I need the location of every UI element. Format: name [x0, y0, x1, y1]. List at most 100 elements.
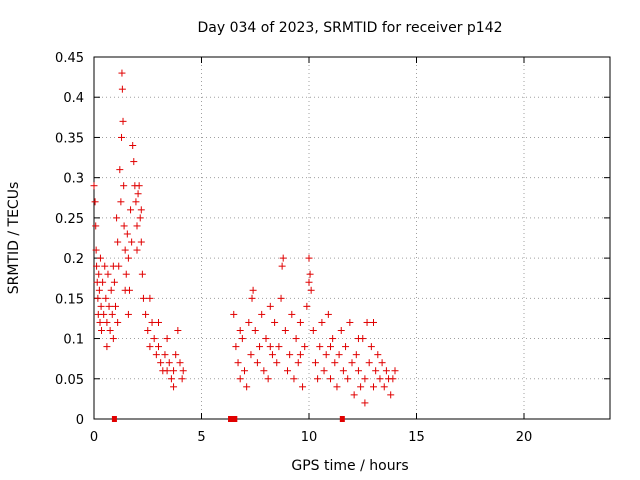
data-point — [258, 310, 266, 318]
data-point — [350, 391, 358, 399]
data-point — [96, 254, 104, 262]
data-point — [98, 327, 106, 335]
data-point — [292, 335, 300, 343]
data-point — [179, 367, 187, 375]
data-point — [121, 246, 129, 254]
data-point — [327, 343, 334, 351]
data-point — [230, 310, 238, 318]
data-point — [96, 318, 104, 326]
data-point — [119, 117, 127, 125]
data-point — [167, 375, 175, 383]
data-point — [344, 375, 352, 383]
y-tick-label: 0.45 — [55, 51, 84, 66]
data-point — [114, 318, 122, 326]
data-points — [90, 69, 399, 407]
data-point — [133, 222, 141, 230]
data-point — [329, 335, 337, 343]
data-point — [331, 359, 339, 367]
data-point — [361, 375, 369, 383]
data-point — [95, 270, 103, 278]
data-point — [176, 359, 184, 367]
data-point — [370, 318, 377, 326]
data-point — [146, 294, 154, 302]
data-point — [296, 351, 304, 359]
data-point — [93, 262, 101, 270]
data-point — [116, 166, 124, 174]
data-point — [387, 391, 395, 399]
data-point — [163, 335, 171, 343]
data-point — [286, 351, 294, 359]
data-point — [391, 367, 399, 375]
data-point — [354, 367, 362, 375]
data-point — [279, 254, 287, 262]
data-point — [236, 327, 244, 335]
data-point — [92, 222, 100, 230]
data-point — [91, 198, 99, 206]
data-point — [314, 375, 322, 383]
x-tick-label: 0 — [90, 430, 98, 445]
data-point — [234, 359, 242, 367]
data-point — [236, 375, 244, 383]
data-point — [129, 141, 137, 149]
data-point — [114, 238, 122, 246]
data-point — [118, 69, 126, 77]
data-point — [296, 318, 304, 326]
data-point — [94, 294, 102, 302]
data-point — [305, 254, 313, 262]
data-point — [346, 318, 354, 326]
data-point — [138, 270, 146, 278]
data-point — [109, 335, 117, 343]
data-point — [136, 214, 144, 222]
data-point — [376, 375, 384, 383]
axis-ticks: 0 5 10 15 20 0 0.05 0.1 0.15 0.2 0.25 0.3 0.35 0.4 0.4… — [55, 51, 610, 445]
data-point — [110, 278, 118, 286]
data-point — [307, 286, 315, 294]
y-tick-label: 0.15 — [55, 292, 84, 307]
data-point — [284, 367, 291, 375]
data-point — [120, 182, 128, 190]
data-point — [266, 343, 274, 351]
data-point — [251, 327, 259, 335]
data-point — [90, 182, 98, 190]
data-point — [238, 335, 246, 343]
data-point — [378, 359, 386, 367]
y-tick-label: 0.1 — [63, 333, 84, 348]
y-tick-label: 0.05 — [55, 373, 84, 388]
x-axis-label: GPS time / hours — [291, 458, 408, 474]
data-point — [389, 375, 397, 383]
axis-marker — [232, 416, 238, 422]
data-point — [133, 246, 141, 254]
data-point — [107, 286, 115, 294]
data-point — [301, 343, 309, 351]
data-point — [232, 343, 240, 351]
data-point — [271, 318, 279, 326]
data-point — [157, 359, 165, 367]
data-point — [294, 359, 302, 367]
y-tick-label: 0.25 — [55, 212, 84, 227]
data-point — [118, 133, 126, 141]
data-point — [303, 302, 311, 310]
data-point — [122, 270, 130, 278]
axis-markers — [111, 416, 345, 422]
data-point — [339, 367, 347, 375]
grid-lines — [94, 57, 610, 419]
data-point — [288, 310, 296, 318]
data-point — [256, 343, 264, 351]
data-point — [367, 343, 375, 351]
data-point — [112, 302, 119, 310]
data-point — [241, 367, 248, 375]
data-point — [324, 310, 332, 318]
data-point — [106, 327, 114, 335]
data-point — [155, 318, 162, 326]
data-point — [113, 214, 121, 222]
data-point — [150, 335, 158, 343]
data-point — [165, 359, 173, 367]
data-point — [262, 335, 270, 343]
y-axis-label: SRMTID / TECUs — [6, 182, 22, 295]
data-point — [146, 343, 154, 351]
data-point — [130, 158, 138, 166]
y-tick-label: 0.2 — [63, 252, 84, 267]
data-point — [316, 343, 324, 351]
data-point — [275, 343, 283, 351]
